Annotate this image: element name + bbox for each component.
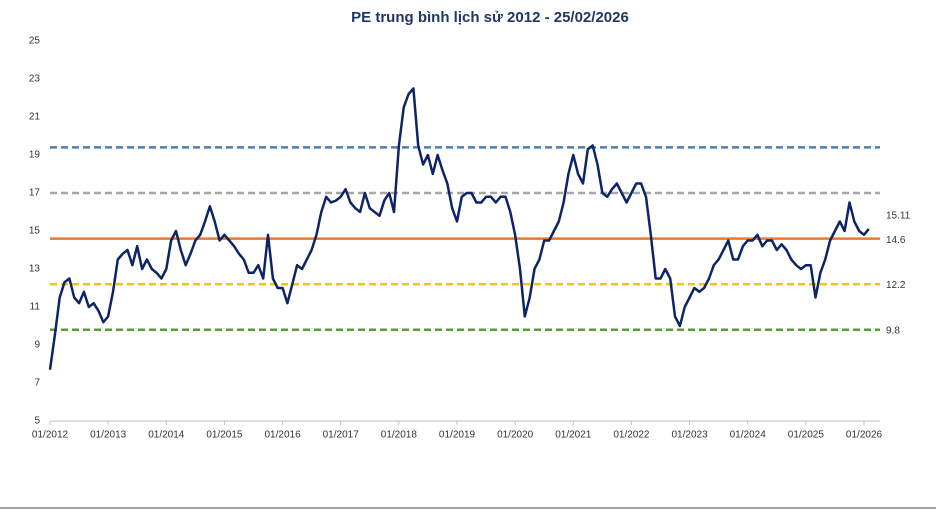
x-tick-label: 01/2025: [788, 430, 825, 441]
y-tick-label: 15: [29, 226, 41, 237]
pe-line: [48, 87, 870, 370]
last-value-label: 15.11: [886, 211, 911, 222]
x-tick-label: 01/2015: [206, 430, 243, 441]
x-tick-label: 01/2017: [323, 430, 360, 441]
x-tick-label: 01/2023: [671, 430, 708, 441]
y-tick-label: 21: [29, 112, 41, 123]
x-tick-label: 01/2014: [148, 430, 185, 441]
y-tick-label: 25: [29, 36, 41, 47]
x-tick-label: 01/2022: [613, 430, 650, 441]
x-tick-label: 01/2024: [730, 430, 767, 441]
x-tick-label: 01/2013: [90, 430, 127, 441]
x-tick-label: 01/2020: [497, 430, 534, 441]
y-tick-label: 19: [29, 150, 41, 161]
reference-label: 9.8: [886, 325, 900, 336]
chart-title: PE trung bình lịch sử 2012 - 25/02/2026: [351, 9, 629, 26]
x-tick-label: 01/2019: [439, 430, 476, 441]
y-tick-label: 23: [29, 74, 41, 85]
x-tick-label: 01/2012: [32, 430, 69, 441]
y-tick-label: 7: [34, 378, 40, 389]
y-tick-label: 11: [30, 302, 41, 313]
y-tick-label: 17: [29, 188, 41, 199]
x-tick-label: 01/2021: [555, 430, 592, 441]
x-tick-label: 01/2026: [846, 430, 883, 441]
reference-label: 14.6: [886, 235, 906, 246]
x-tick-label: 01/2016: [264, 430, 301, 441]
y-tick-label: 9: [34, 340, 40, 351]
y-tick-label: 5: [34, 416, 40, 427]
x-tick-label: 01/2018: [381, 430, 418, 441]
reference-label: 12.2: [886, 280, 906, 291]
y-tick-label: 13: [29, 264, 41, 275]
